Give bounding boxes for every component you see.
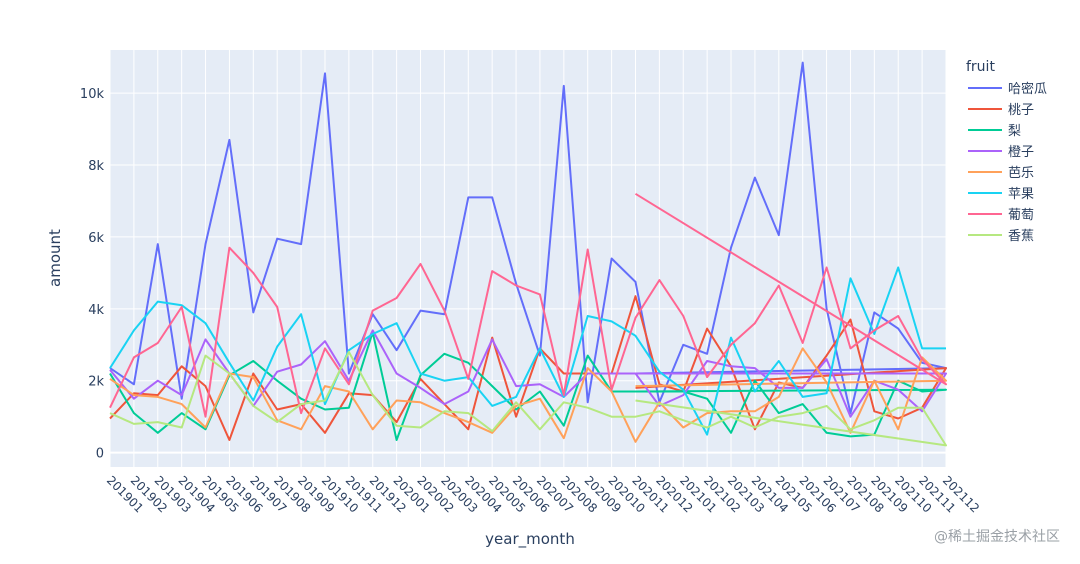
legend-label[interactable]: 哈密瓜 [1008, 81, 1047, 97]
y-tick-label: 10k [80, 87, 105, 102]
series-line-葡萄 [109, 192, 947, 418]
legend-label[interactable]: 桃子 [1008, 103, 1034, 118]
y-tick-label: 2k [88, 375, 104, 390]
legend-label[interactable]: 苹果 [1008, 187, 1034, 202]
series-line-梨 [109, 331, 947, 441]
y-tick-label: 0 [96, 447, 104, 462]
watermark: @稀土掘金技术社区 [934, 529, 1060, 545]
x-tick-labels: 2019012019022019032019042019052019062019… [104, 473, 982, 515]
legend-label[interactable]: 葡萄 [1008, 208, 1034, 223]
series-line-苹果 [109, 266, 946, 436]
y-axis-label: amount [46, 229, 64, 287]
y-tick-labels: 0 2k 4k 6k 8k 10k [80, 87, 105, 461]
legend-label[interactable]: 橙子 [1008, 145, 1034, 160]
legend-label[interactable]: 梨 [1008, 124, 1021, 139]
x-axis-label: year_month [485, 530, 575, 549]
series-line-芭乐 [109, 347, 947, 443]
series-line-哈密瓜 [109, 61, 947, 415]
y-tick-label: 6k [88, 231, 104, 246]
y-tick-label: 8k [88, 159, 104, 174]
legend-title: fruit [966, 59, 995, 75]
legend-label[interactable]: 香蕉 [1008, 229, 1034, 244]
series-line-香蕉 [109, 351, 947, 447]
grid [109, 50, 947, 467]
plot-background [110, 50, 946, 467]
y-tick-label: 4k [88, 303, 104, 318]
legend-label[interactable]: 芭乐 [1008, 166, 1034, 181]
series-lines [109, 61, 947, 447]
